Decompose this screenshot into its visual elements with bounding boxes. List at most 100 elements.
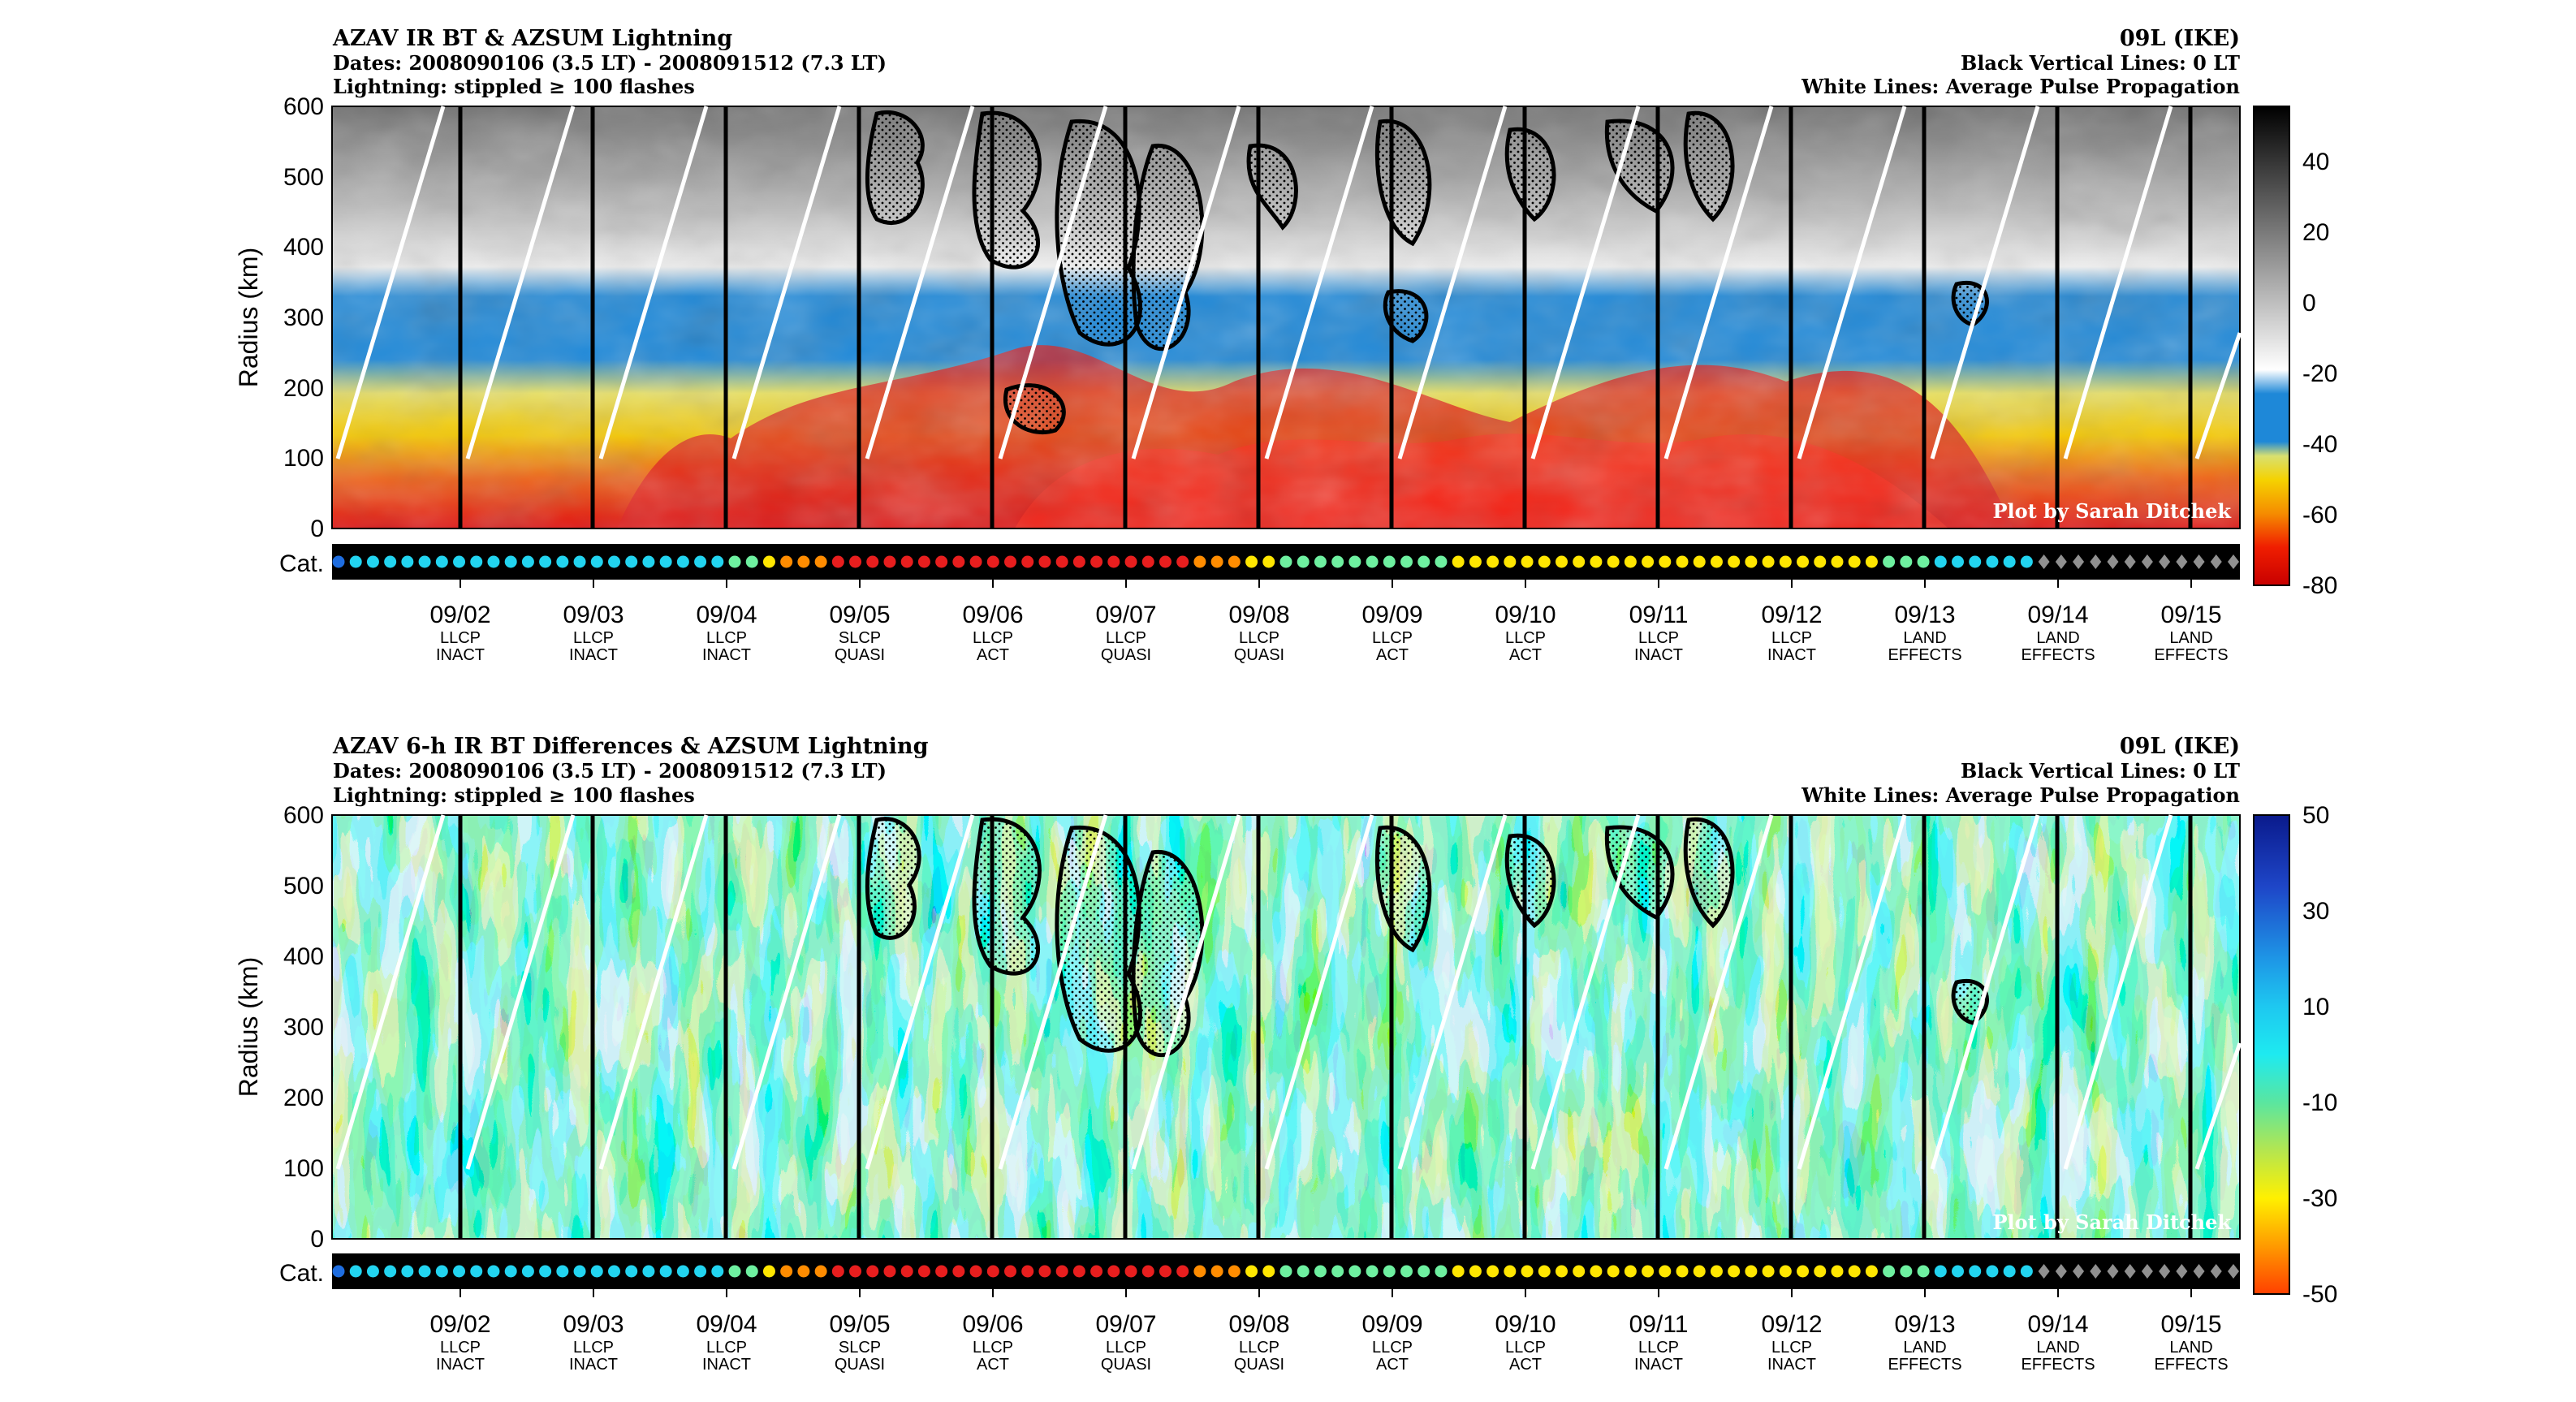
zero-lt-lines (458, 106, 2193, 528)
category-marker (883, 555, 896, 568)
x-tick-label: 09/08 (1228, 1311, 1289, 1338)
category-marker (849, 555, 862, 568)
category-marker (1710, 555, 1723, 568)
category-marker (625, 1265, 638, 1278)
category-marker (1297, 555, 1310, 568)
category-marker (1538, 1265, 1551, 1278)
x-tick-label: 09/12 (1761, 1311, 1822, 1338)
colorbar-tick-label: -30 (2302, 1185, 2337, 1212)
state-label: INACT (569, 1356, 618, 1374)
category-marker (1779, 1265, 1792, 1278)
black-lines-note: Black Vertical Lines: 0 LT (1961, 51, 2240, 75)
panel-title: AZAV IR BT & AZSUM Lightning (332, 26, 732, 51)
category-marker (453, 555, 466, 568)
state-label: LLCP (973, 629, 1013, 647)
category-marker (2073, 1264, 2085, 1279)
y-axis: 0 100 200 300 400 500 600 (283, 802, 324, 1253)
category-marker (1590, 555, 1603, 568)
category-marker (384, 1265, 397, 1278)
category-marker (1383, 555, 1396, 568)
state-label: ACT (1376, 1356, 1409, 1374)
state-label: INACT (436, 1356, 485, 1374)
category-marker (917, 555, 930, 568)
category-marker (1676, 555, 1689, 568)
credit-watermark: Plot by Sarah Ditchek (1992, 499, 2232, 523)
category-marker (1245, 555, 1258, 568)
y-tick-label: 300 (283, 304, 324, 331)
state-label: LLCP (1638, 629, 1679, 647)
category-marker (1969, 555, 1982, 568)
y-axis-label: Radius (km) (234, 957, 263, 1097)
y-tick-label: 200 (283, 1085, 324, 1111)
state-label: LLCP (573, 1339, 614, 1357)
category-marker (969, 1265, 982, 1278)
category-marker (366, 1265, 379, 1278)
category-marker (332, 555, 345, 568)
state-label: LAND (2036, 1339, 2079, 1357)
category-marker (935, 555, 948, 568)
colorbar-tick-label: 0 (2302, 290, 2316, 317)
colorbar-tick-label: -10 (2302, 1089, 2337, 1116)
storm-label: 09L (IKE) (2120, 734, 2240, 759)
category-marker (1555, 1265, 1568, 1278)
category-marker (1607, 555, 1620, 568)
category-marker (556, 555, 569, 568)
category-marker (487, 555, 500, 568)
colorbar-tick-label: -40 (2302, 431, 2337, 458)
state-label: ACT (977, 646, 1009, 664)
colorbar-tick-label: -50 (2302, 1281, 2337, 1308)
pulse-propagation-lines (335, 106, 2242, 459)
category-marker (1642, 555, 1655, 568)
x-tick-label: 09/14 (2027, 602, 2088, 628)
category-marker (1124, 1265, 1137, 1278)
category-marker (2073, 554, 2085, 569)
category-marker (986, 1265, 999, 1278)
category-marker (1797, 555, 1810, 568)
category-marker (1279, 1265, 1292, 1278)
category-marker (435, 1265, 448, 1278)
category-marker (2003, 1265, 2016, 1278)
category-marker (521, 555, 534, 568)
y-tick-label: 100 (283, 445, 324, 472)
category-marker (745, 555, 758, 568)
colorbar-tick-label: 50 (2302, 802, 2329, 829)
y-tick-label: 100 (283, 1155, 324, 1182)
category-marker (745, 1265, 758, 1278)
category-marker (2055, 554, 2067, 569)
x-tick-label: 09/02 (429, 602, 490, 628)
category-marker (607, 555, 620, 568)
x-tick-label: 09/11 (1629, 602, 1689, 628)
category-marker (642, 555, 655, 568)
panel-2: AZAV 6-h IR BT Differences & AZSUM Light… (234, 734, 2337, 1374)
state-label: INACT (1634, 646, 1683, 664)
x-axis: 09/02LLCPINACT09/03LLCPINACT09/04LLCPINA… (429, 580, 2229, 664)
category-marker (625, 555, 638, 568)
state-label: INACT (1634, 1356, 1683, 1374)
y-tick-label: 300 (283, 1014, 324, 1041)
category-marker (1262, 1265, 1275, 1278)
category-marker (1107, 1265, 1120, 1278)
state-label: QUASI (835, 646, 885, 664)
x-tick-label: 09/10 (1495, 602, 1556, 628)
category-marker (487, 1265, 500, 1278)
category-marker (1762, 555, 1775, 568)
category-marker (1779, 555, 1792, 568)
category-marker (2193, 1264, 2205, 1279)
category-marker (1193, 555, 1206, 568)
category-marker (453, 1265, 466, 1278)
category-marker (1814, 555, 1827, 568)
colorbar-tick-label: -20 (2302, 360, 2337, 387)
y-tick-label: 400 (283, 943, 324, 970)
category-marker (1038, 555, 1051, 568)
category-marker (435, 555, 448, 568)
category-marker (1141, 1265, 1154, 1278)
state-label: ACT (1376, 646, 1409, 664)
category-marker (590, 555, 603, 568)
category-marker (728, 555, 741, 568)
category-marker (1021, 555, 1034, 568)
white-lines-note: White Lines: Average Pulse Propagation (1801, 783, 2240, 807)
category-marker (1710, 1265, 1723, 1278)
category-marker (1573, 1265, 1586, 1278)
category-marker (1193, 1265, 1206, 1278)
category-marker (1934, 555, 1947, 568)
